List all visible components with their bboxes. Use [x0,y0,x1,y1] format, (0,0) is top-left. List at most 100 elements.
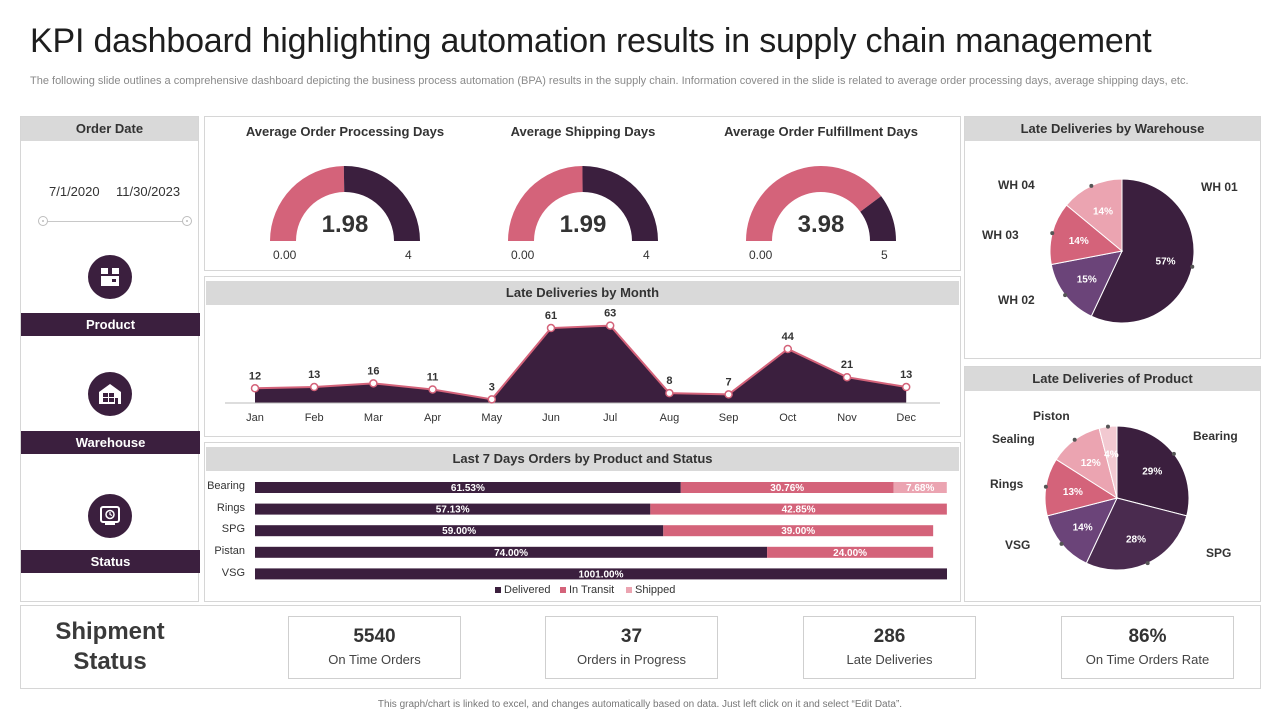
warehouse-pie-panel: Late Deliveries by Warehouse 57% 15% 14% 14… [964,116,1261,359]
data-point [428,385,437,394]
bar-value-label: 39.00% [781,526,815,537]
bar-segment [893,482,947,493]
bar-value-label: 7.68% [906,483,934,494]
kpi-value: 37 [620,626,643,647]
pie-label-wh03: WH 03 [982,228,1019,242]
gauge-fill-arc [746,166,882,241]
pie-leader-dot [1171,451,1176,456]
pie-label-rings: Rings [990,477,1024,491]
pie-value-label: 14% [1073,522,1093,533]
legend-delivered: Delivered [495,584,550,596]
bar-segment [255,503,651,515]
pie-leader-dot [1043,484,1048,489]
date-slider-end-handle[interactable] [182,216,192,226]
product-pie-panel: Late Deliveries of Product 29% 28% 14% 13% 1… [964,366,1261,602]
pie-leader-dot [1089,183,1094,188]
legend-text: In Transit [569,584,615,596]
kpi-label: Late Deliveries [846,652,933,667]
pie-label-piston: Piston [1033,409,1070,423]
kpi-on-time-orders: 5540 On Time Orders [288,616,461,679]
legend-text: Shipped [635,584,676,596]
bar-value-label: 1001.00% [578,569,623,580]
gauges-panel: Average Order Processing Days Average Sh… [204,116,961,271]
gauge-min-shipping: 0.00 [511,248,535,262]
legend-text: Delivered [504,584,551,596]
x-tick-label: Jan [246,412,264,424]
data-label: 63 [604,308,616,320]
bar-category-label: Rings [216,502,245,514]
shipment-title-line1: Shipment [55,618,165,645]
series-line [254,324,907,401]
data-label: 12 [249,370,261,382]
bar-segment [680,482,894,493]
x-tick-label: Jun [542,412,560,424]
kpi-value: 286 [873,626,906,647]
legend-swatch-delivered [495,587,501,594]
legend-swatch-shipped [626,587,632,594]
kpi-value: 5540 [353,626,396,647]
gauge-title-fulfillment: Average Order Fulfillment Days [724,124,918,139]
gauge-value-processing: 1.98 [321,211,369,238]
filter-panel: Order Date 7/1/2020 11/30/2023 Product W… [20,116,200,602]
data-label: 61 [545,310,557,322]
gauge-max-shipping: 4 [643,248,650,262]
data-label: 7 [726,376,732,388]
kpi-label: Orders in Progress [576,652,687,667]
data-point [546,323,556,333]
pie-value-label: 28% [1126,534,1146,545]
bar-value-label: 24.00% [833,548,867,559]
product-pie-chart: 29% 28% 14% 13% 12%4% [1043,424,1190,571]
data-point [842,372,852,382]
bar-segment [650,503,947,515]
pie-label-spg: SPG [1206,546,1232,560]
footer-note: This graph/chart is linked to excel, and… [377,699,903,710]
pie-leader-dot [1145,561,1150,566]
gauge-shipping [508,166,658,241]
gauge-remainder-arc [860,196,896,241]
data-label: 44 [782,331,795,343]
order-date-header: Order Date [21,117,198,141]
product-pie-header: Late Deliveries of Product [965,367,1260,391]
product-filter-button[interactable]: Product [21,313,200,336]
warehouse-filter-button[interactable]: Warehouse [21,431,200,454]
date-slider-start-handle[interactable] [38,216,48,226]
late-deliveries-month-chart: 12 Jan 13 Feb 16 Mar 11 Apr 3 May 61 Jun 63 Jul 8 Aug 7 S… [225,308,940,424]
box-icon [88,255,132,299]
pie-label-wh04: WH 04 [998,178,1035,192]
data-point [901,382,911,392]
pie-label-sealing: Sealing [992,432,1035,446]
data-point [724,390,733,399]
data-label: 16 [367,365,379,377]
kpi-label: On Time Orders [328,652,421,667]
orders-status-panel: Last 7 Days Orders by Product and Status… [204,442,961,602]
page-title: KPI dashboard highlighting automation re… [30,22,1152,60]
x-tick-label: Feb [305,412,324,424]
warehouse-pie-chart: 57% 15% 14% 14% [1049,178,1195,324]
gauge-min-processing: 0.00 [273,248,297,262]
pie-label-bearing: Bearing [1193,429,1238,443]
kpi-on-time-rate: 86% On Time Orders Rate [1061,616,1234,679]
legend-swatch-in-transit [560,587,566,594]
gauge-remainder-arc [343,166,420,241]
gauge-max-processing: 4 [405,248,412,262]
late-deliveries-month-panel: Late Deliveries by Month 12 Jan 13 Feb 16 Mar… [204,276,961,437]
shipment-status-title: Shipment Status [30,617,190,677]
data-point [605,321,615,330]
kpi-late-deliveries: 286 Late Deliveries [803,616,976,679]
pie-value-label: 14% [1069,236,1089,247]
gauge-value-fulfillment: 3.98 [797,211,845,238]
status-filter-button[interactable]: Status [21,550,200,573]
date-slider-track[interactable] [43,221,187,222]
data-point [665,388,674,398]
pie-value-label: 14% [1093,207,1113,218]
date-end[interactable]: 11/30/2023 [116,184,181,199]
legend-shipped: Shipped [626,584,675,596]
pie-leader-dot [1059,541,1064,546]
pie-value-label: 29% [1142,467,1162,478]
bar-category-label: VSG [221,567,245,579]
bar-segment [255,482,681,493]
date-start[interactable]: 7/1/2020 [49,184,100,199]
bar-value-label: 74.00% [494,548,528,559]
x-tick-label: Oct [779,412,796,424]
x-tick-label: Jul [603,412,617,424]
